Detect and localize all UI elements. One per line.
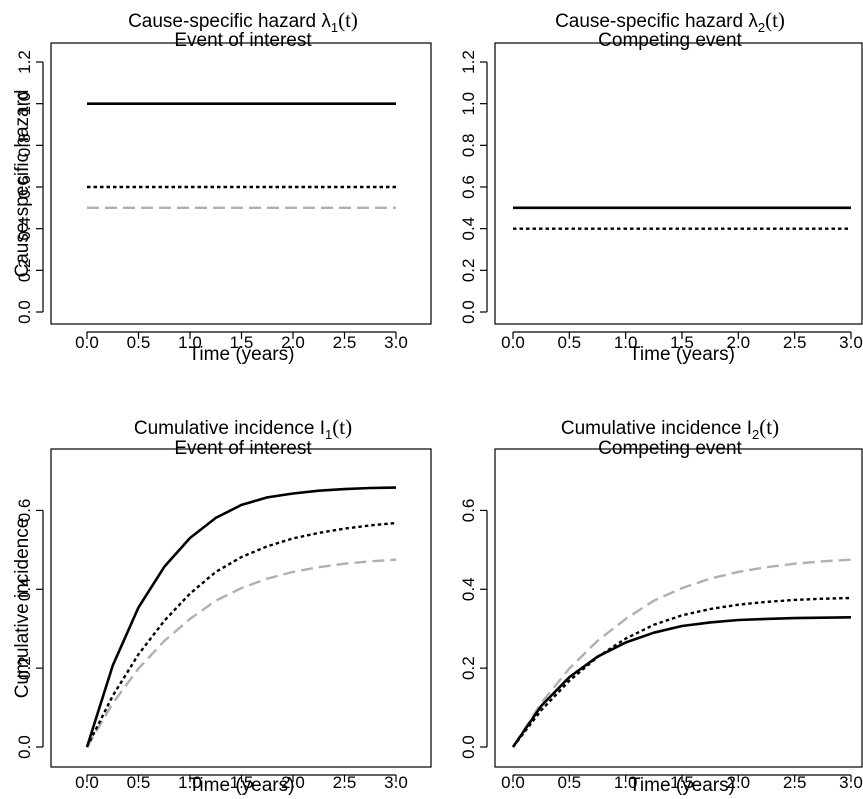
y-tick-label: 0.2	[15, 656, 34, 680]
x-tick-label: 2.0	[281, 333, 305, 352]
y-tick-label: 0.6	[459, 499, 478, 523]
x-tick-label: 2.5	[333, 773, 357, 792]
y-tick-label: 0.2	[15, 259, 34, 283]
plot-frame	[494, 42, 863, 325]
x-tick-label: 0.5	[558, 333, 582, 352]
x-tick-label: 0.5	[127, 773, 151, 792]
y-tick-label: 1.2	[15, 50, 34, 74]
chart-subtitle: Competing event	[598, 30, 742, 51]
x-tick-label: 2.5	[783, 333, 807, 352]
series-line-2	[85, 521, 397, 748]
x-tick-label: 1.0	[178, 773, 202, 792]
series-line-3	[85, 558, 397, 748]
y-tick-label: 0.0	[15, 735, 34, 759]
x-tick-label: 1.0	[614, 333, 638, 352]
x-axis-label: Time (years)	[189, 775, 295, 796]
series-line-3	[511, 558, 852, 748]
x-tick-label: 2.0	[281, 773, 305, 792]
chart-title: Cause-specific hazard λ1(t)	[128, 8, 358, 35]
panel-cuminc-event-of-interest: Cumulative incidence I1(t)Event of inter…	[12, 415, 432, 796]
y-tick-label: 1.0	[15, 92, 34, 116]
y-tick-label: 0.8	[459, 134, 478, 158]
x-tick-label: 1.0	[178, 333, 202, 352]
x-tick-label: 3.0	[384, 773, 408, 792]
panel-cuminc-competing-event: Cumulative incidence I2(t)Competing even…	[459, 415, 863, 796]
y-tick-label: 0.0	[15, 300, 34, 324]
y-axis-label: Cumulative incidence	[12, 518, 33, 699]
x-tick-label: 1.5	[670, 773, 694, 792]
series-line-1	[511, 616, 852, 748]
y-tick-label: 0.2	[459, 259, 478, 283]
plot-frame	[50, 448, 432, 768]
x-axis-label: Time (years)	[629, 344, 735, 365]
x-tick-label: 0.0	[75, 773, 99, 792]
x-tick-label: 2.5	[783, 773, 807, 792]
x-tick-label: 2.0	[727, 333, 751, 352]
x-tick-label: 0.5	[127, 333, 151, 352]
x-tick-label: 1.5	[670, 333, 694, 352]
chart-title: Cause-specific hazard λ2(t)	[555, 8, 785, 35]
y-tick-label: 1.0	[459, 92, 478, 116]
plot-frame	[494, 448, 863, 768]
x-tick-label: 0.0	[501, 333, 525, 352]
x-tick-label: 0.5	[558, 773, 582, 792]
chart-title: Cumulative incidence I2(t)	[561, 415, 779, 442]
chart-subtitle: Competing event	[598, 438, 742, 459]
y-tick-label: 0.6	[459, 175, 478, 199]
x-tick-label: 3.0	[839, 773, 863, 792]
y-tick-label: 0.0	[459, 735, 478, 759]
chart-subtitle: Event of interest	[174, 438, 312, 459]
x-tick-label: 1.5	[230, 773, 254, 792]
x-axis-label: Time (years)	[189, 344, 295, 365]
chart-subtitle: Event of interest	[174, 30, 312, 51]
series-line-2	[512, 596, 852, 748]
series-line-1	[85, 486, 397, 748]
y-tick-label: 0.2	[459, 656, 478, 680]
x-tick-label: 2.5	[333, 333, 357, 352]
x-tick-label: 3.0	[384, 333, 408, 352]
y-tick-label: 0.4	[459, 577, 478, 601]
x-tick-label: 0.0	[75, 333, 99, 352]
x-tick-label: 3.0	[839, 333, 863, 352]
x-tick-label: 0.0	[501, 773, 525, 792]
y-tick-label: 0.6	[15, 175, 34, 199]
y-tick-label: 0.6	[15, 499, 34, 523]
x-tick-label: 1.5	[230, 333, 254, 352]
y-tick-label: 1.2	[459, 50, 478, 74]
y-tick-label: 0.8	[15, 134, 34, 158]
chart-title: Cumulative incidence I1(t)	[134, 415, 352, 442]
x-tick-label: 2.0	[727, 773, 751, 792]
y-tick-label: 0.4	[459, 217, 478, 241]
y-tick-label: 0.4	[15, 577, 34, 601]
y-tick-label: 0.4	[15, 217, 34, 241]
plot-frame	[50, 42, 432, 325]
panel-hazard-competing-event: Cause-specific hazard λ2(t)Competing eve…	[459, 8, 863, 365]
panel-hazard-event-of-interest: Cause-specific hazard λ1(t)Event of inte…	[12, 8, 432, 365]
y-tick-label: 0.0	[459, 300, 478, 324]
x-tick-label: 1.0	[614, 773, 638, 792]
y-axis-label: Cause-specific hazard	[12, 90, 33, 278]
x-axis-label: Time (years)	[629, 775, 735, 796]
